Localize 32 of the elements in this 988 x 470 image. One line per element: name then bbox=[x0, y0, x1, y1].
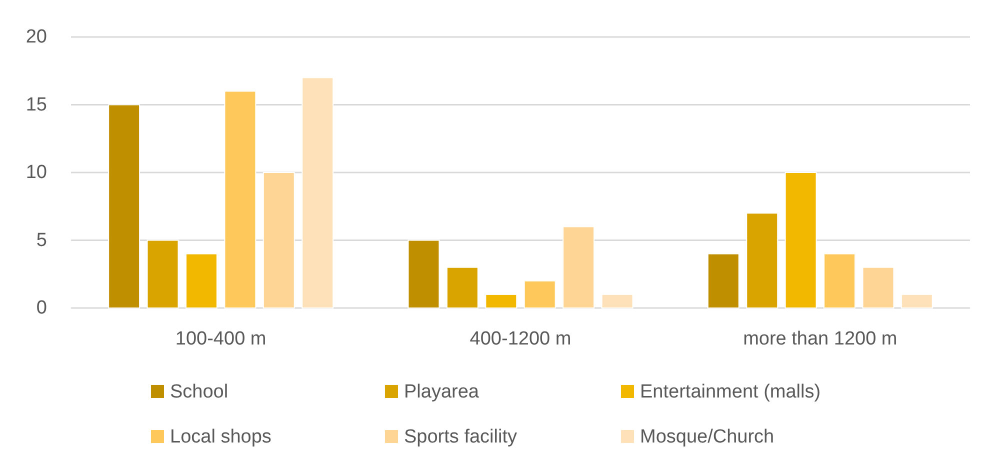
bar bbox=[224, 90, 256, 308]
bar bbox=[302, 77, 334, 308]
bar bbox=[601, 294, 634, 308]
bar bbox=[408, 240, 440, 308]
y-tick-label: 15 bbox=[26, 94, 47, 116]
legend-label: Entertainment (malls) bbox=[640, 382, 821, 402]
bar bbox=[108, 104, 140, 308]
legend-label: Mosque/Church bbox=[640, 426, 774, 448]
y-tick-label: 0 bbox=[36, 298, 47, 318]
bar bbox=[746, 212, 778, 308]
bar bbox=[900, 294, 933, 308]
legend-label: Sports facility bbox=[404, 426, 518, 448]
bar bbox=[146, 240, 179, 308]
bar bbox=[485, 294, 518, 308]
bar bbox=[562, 226, 595, 308]
y-tick-label: 10 bbox=[26, 162, 47, 183]
x-tick-label: 100-400 m bbox=[175, 328, 266, 350]
legend-label: Playarea bbox=[404, 382, 480, 402]
bar bbox=[524, 280, 556, 308]
x-tick-label: 400-1200 m bbox=[470, 328, 572, 350]
bar bbox=[707, 253, 740, 308]
y-tick-label: 20 bbox=[26, 26, 47, 48]
bar bbox=[862, 266, 894, 308]
y-tick-label: 5 bbox=[36, 230, 47, 251]
bar bbox=[185, 253, 218, 308]
x-tick-label: more than 1200 m bbox=[743, 328, 898, 350]
bar bbox=[446, 266, 478, 308]
bar bbox=[824, 253, 856, 308]
bar bbox=[784, 172, 817, 308]
legend-label: School bbox=[170, 382, 228, 402]
bar bbox=[262, 172, 295, 308]
legend-label: Local shops bbox=[170, 426, 272, 448]
